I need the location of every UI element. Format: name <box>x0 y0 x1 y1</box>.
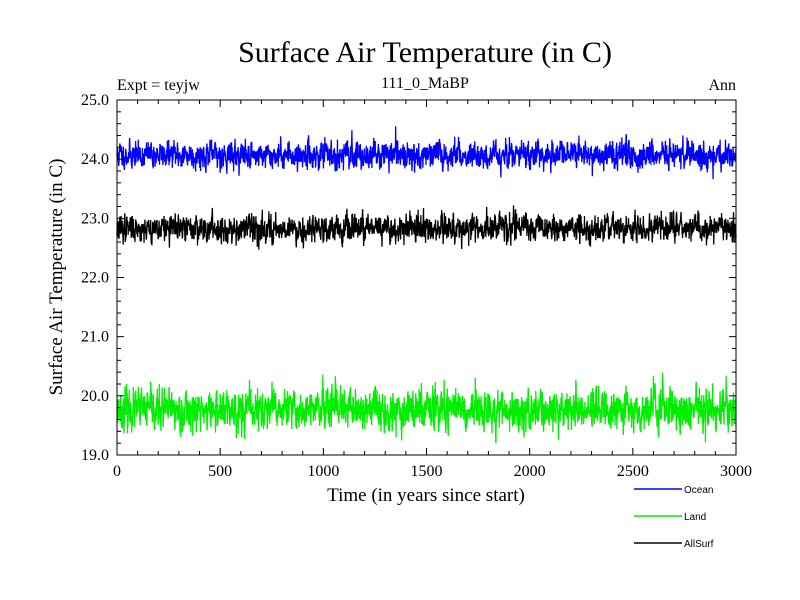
x-tick-label: 2500 <box>617 463 649 480</box>
x-tick-label: 3000 <box>720 463 752 480</box>
x-axis-label: Time (in years since start) <box>327 485 525 506</box>
y-tick-label: 23.0 <box>81 210 109 227</box>
x-tick-label: 0 <box>113 463 121 480</box>
x-tick-label: 500 <box>208 463 232 480</box>
y-tick-label: 22.0 <box>81 270 109 287</box>
legend-label-land: Land <box>684 512 706 523</box>
chart-subtitle: 111_0_MaBP <box>381 75 469 92</box>
axes-layer: 0 500 1000 1500 2000 2500 3000 19.0 20.0 21.0 22.0… <box>81 92 752 480</box>
legend-label-allsurf: AllSurf <box>684 539 714 550</box>
y-tick-label: 19.0 <box>81 447 109 464</box>
y-tick-label: 20.0 <box>81 388 109 405</box>
expt-label: Expt = teyjw <box>117 77 200 94</box>
y-tick-label: 25.0 <box>81 92 109 109</box>
legend-label-ocean: Ocean <box>684 485 713 496</box>
x-tick-label: 1000 <box>307 463 339 480</box>
series-line-allsurf <box>116 205 737 250</box>
series-line-land <box>116 372 737 444</box>
y-tick-label: 24.0 <box>81 151 109 168</box>
chart-title: Surface Air Temperature (in C) <box>238 36 612 69</box>
series-layer <box>116 126 737 444</box>
period-label: Ann <box>708 77 736 94</box>
x-tick-label: 1500 <box>411 463 443 480</box>
y-tick-label: 21.0 <box>81 329 109 346</box>
legend: Ocean Land AllSurf <box>634 485 714 550</box>
x-tick-label: 2000 <box>514 463 546 480</box>
y-axis-label: Surface Air Temperature (in C) <box>46 159 67 396</box>
series-line-ocean <box>116 126 737 180</box>
